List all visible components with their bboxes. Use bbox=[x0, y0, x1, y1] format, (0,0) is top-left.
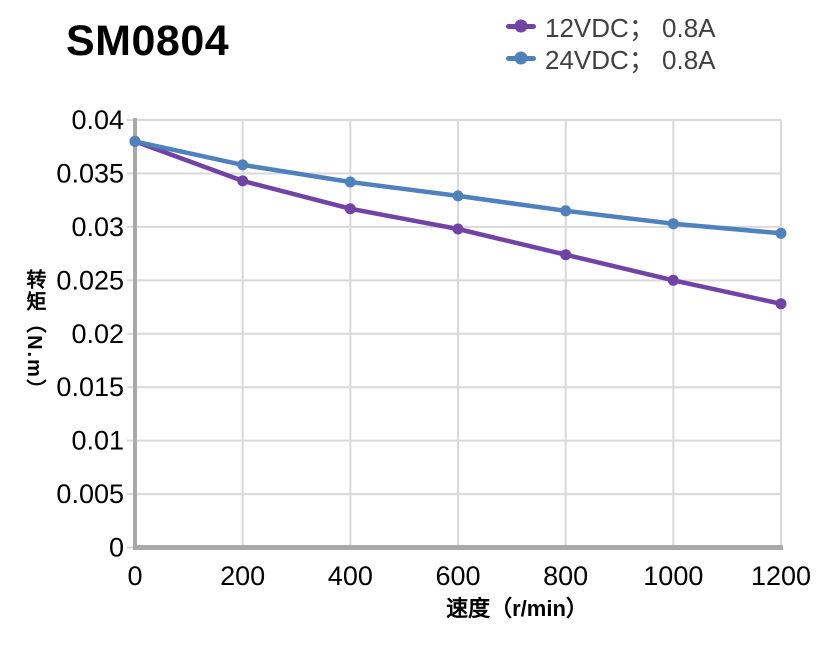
series-marker-1 bbox=[775, 227, 787, 239]
series-marker-0 bbox=[344, 203, 356, 215]
x-axis-title: 速度（r/min） bbox=[446, 596, 588, 621]
y-axis-title: 转矩（N.m） bbox=[23, 269, 45, 401]
series-marker-1 bbox=[129, 135, 141, 147]
legend-item-24vdc: 24VDC； 0.8A bbox=[506, 42, 716, 75]
series-marker-1 bbox=[560, 205, 572, 217]
y-tick-label: 0.005 bbox=[56, 479, 124, 509]
y-tick-label: 0.035 bbox=[56, 158, 124, 188]
legend-label-12vdc: 12VDC； 0.8A bbox=[545, 12, 716, 43]
y-tick-label: 0 bbox=[109, 533, 124, 563]
legend-item-12vdc: 12VDC； 0.8A bbox=[506, 10, 716, 43]
x-tick-label: 1200 bbox=[751, 561, 811, 591]
series-marker-0 bbox=[775, 298, 787, 310]
series-marker-1 bbox=[237, 159, 249, 171]
chart-title: SM0804 bbox=[66, 17, 230, 65]
y-tick-label: 0.015 bbox=[56, 372, 124, 402]
legend-marker-24vdc-icon bbox=[506, 51, 536, 65]
x-tick-label: 200 bbox=[220, 561, 265, 591]
x-tick-label: 400 bbox=[328, 561, 373, 591]
x-tick-label: 0 bbox=[127, 561, 142, 591]
series-marker-0 bbox=[560, 249, 572, 261]
series-marker-0 bbox=[667, 274, 679, 286]
series-marker-0 bbox=[452, 223, 464, 235]
legend-dot-icon bbox=[514, 19, 528, 33]
y-tick-label: 0.01 bbox=[71, 426, 124, 456]
legend-marker-12vdc-icon bbox=[506, 19, 536, 33]
series-marker-1 bbox=[344, 176, 356, 188]
x-tick-label: 1000 bbox=[643, 561, 703, 591]
legend-label-24vdc: 24VDC； 0.8A bbox=[545, 44, 716, 75]
y-tick-label: 0.025 bbox=[56, 265, 124, 295]
y-tick-label: 0.02 bbox=[71, 319, 124, 349]
series-marker-1 bbox=[452, 190, 464, 202]
legend: 12VDC； 0.8A 24VDC； 0.8A bbox=[506, 10, 716, 75]
legend-dot-icon bbox=[514, 51, 528, 65]
series-marker-0 bbox=[237, 175, 249, 187]
series-marker-1 bbox=[667, 218, 679, 230]
x-tick-label: 600 bbox=[435, 561, 480, 591]
x-tick-label: 800 bbox=[543, 561, 588, 591]
y-tick-label: 0.04 bbox=[71, 105, 124, 135]
y-tick-label: 0.03 bbox=[71, 212, 124, 242]
